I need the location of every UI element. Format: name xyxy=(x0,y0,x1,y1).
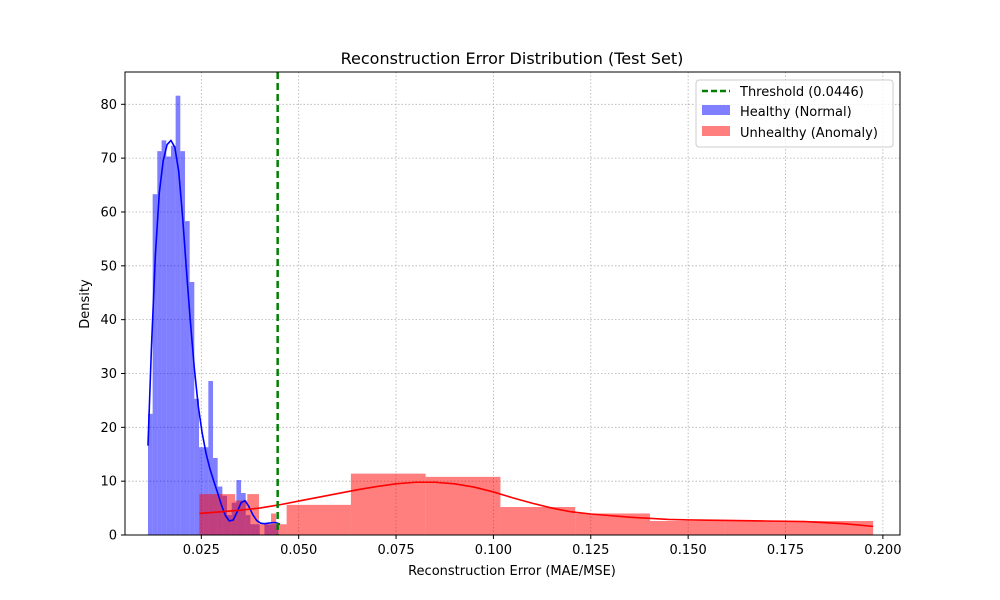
healthy-bar xyxy=(208,381,214,535)
y-tick-label: 40 xyxy=(100,313,117,328)
legend-unhealthy-label: Unhealthy (Anomaly) xyxy=(740,126,878,141)
legend-box xyxy=(695,79,894,148)
unhealthy-bar xyxy=(575,513,650,535)
x-axis-label: Reconstruction Error (MAE/MSE) xyxy=(408,564,616,579)
unhealthy-bar xyxy=(271,513,277,535)
healthy-bar xyxy=(157,151,162,536)
healthy-bar xyxy=(152,194,158,536)
y-tick-label: 10 xyxy=(100,475,117,490)
kde-curves xyxy=(147,139,874,528)
unhealthy-histogram-bars xyxy=(199,473,874,535)
x-tick-label: 0.175 xyxy=(767,543,804,558)
unhealthy-bar xyxy=(276,524,287,535)
plot-frame xyxy=(124,71,901,536)
y-tick-label: 0 xyxy=(109,529,117,544)
x-axis-ticks: 0.025 0.050 0.075 0.100 0.125 0.150 0.175 0.200 xyxy=(183,535,901,558)
healthy-bar xyxy=(166,156,171,535)
y-tick-label: 30 xyxy=(100,367,117,382)
y-tick-label: 60 xyxy=(100,205,117,220)
healthy-kde-line xyxy=(147,139,281,525)
healthy-bar xyxy=(170,145,176,536)
grid xyxy=(125,72,900,536)
unhealthy-bar xyxy=(258,524,272,535)
healthy-bar xyxy=(175,95,181,536)
unhealthy-bar xyxy=(235,500,248,535)
unhealthy-bar xyxy=(500,507,576,535)
y-tick-label: 50 xyxy=(100,259,117,274)
unhealthy-bar xyxy=(425,476,501,535)
unhealthy-bar xyxy=(724,521,800,535)
legend-healthy-label: Healthy (Normal) xyxy=(740,105,852,120)
unhealthy-bar xyxy=(286,504,351,535)
y-tick-label: 20 xyxy=(100,421,117,436)
healthy-bar xyxy=(161,140,167,535)
unhealthy-kde-line xyxy=(199,481,874,528)
healthy-bar xyxy=(194,398,199,535)
x-tick-label: 0.075 xyxy=(377,543,414,558)
x-tick-label: 0.200 xyxy=(864,543,901,558)
legend-threshold-label: Threshold (0.0446) xyxy=(739,85,864,100)
y-axis-label: Density xyxy=(78,279,93,329)
y-tick-label: 80 xyxy=(100,98,117,113)
healthy-bar xyxy=(147,413,153,535)
x-tick-label: 0.025 xyxy=(183,543,220,558)
y-axis-ticks: 0 10 20 30 40 50 60 70 80 xyxy=(100,98,125,544)
legend-unhealthy-swatch xyxy=(702,126,730,136)
x-tick-label: 0.125 xyxy=(572,543,609,558)
x-tick-label: 0.100 xyxy=(475,543,512,558)
healthy-bar xyxy=(203,447,209,535)
x-tick-label: 0.050 xyxy=(280,543,317,558)
healthy-bar xyxy=(198,447,204,535)
legend: Threshold (0.0446) Healthy (Normal) Unhe… xyxy=(695,79,894,148)
legend-healthy-swatch xyxy=(702,105,730,115)
x-tick-label: 0.150 xyxy=(670,543,707,558)
unhealthy-bar xyxy=(199,494,236,535)
unhealthy-bar xyxy=(350,473,426,535)
unhealthy-bar xyxy=(649,521,725,535)
healthy-bar xyxy=(184,221,190,535)
healthy-bar xyxy=(180,151,185,536)
healthy-bar xyxy=(189,281,195,535)
y-tick-label: 70 xyxy=(100,152,117,167)
chart-title: Reconstruction Error Distribution (Test … xyxy=(341,49,684,68)
